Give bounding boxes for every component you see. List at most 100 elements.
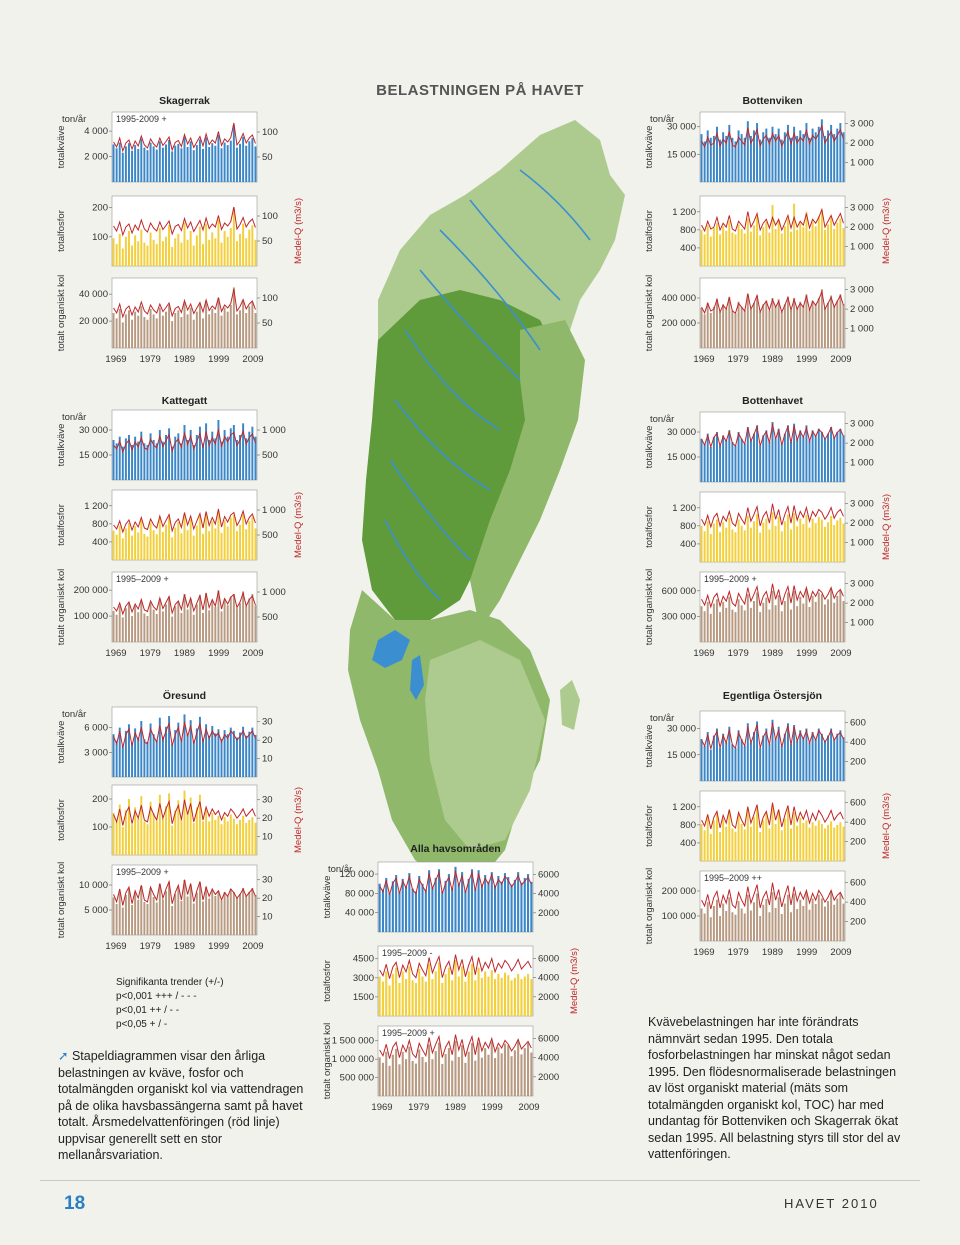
- bar: [121, 152, 124, 182]
- bar: [235, 824, 238, 855]
- bar: [165, 236, 167, 266]
- y-tick-label: 800: [680, 820, 696, 831]
- bar: [180, 317, 183, 348]
- bar: [171, 446, 174, 480]
- bar: [734, 831, 737, 861]
- bar: [112, 734, 115, 777]
- bar: [437, 962, 441, 1016]
- bar: [774, 739, 777, 781]
- bar: [706, 732, 709, 781]
- bar: [192, 903, 195, 935]
- bar: [799, 518, 802, 562]
- bar: [796, 229, 799, 266]
- y-tick-label: 800: [680, 225, 696, 236]
- bar: [205, 137, 208, 182]
- bar: [805, 728, 808, 781]
- x-tick-label: 1969: [693, 648, 714, 659]
- series-totalkväve: 6 000 3 000 30 20 10 totalkväve: [56, 706, 273, 778]
- bar: [202, 739, 204, 777]
- bar: [746, 894, 749, 941]
- bar: [719, 311, 722, 348]
- bar: [232, 425, 235, 480]
- page-number: 18: [64, 1193, 86, 1214]
- bar: [749, 309, 752, 348]
- bar: [827, 433, 830, 482]
- bar: [441, 1063, 444, 1096]
- bar: [180, 148, 183, 182]
- bar: [205, 887, 208, 935]
- bar: [411, 980, 414, 1016]
- bar: [513, 1050, 516, 1096]
- y-tick-label: 400: [680, 539, 696, 550]
- bar: [771, 126, 774, 182]
- bar: [424, 1062, 427, 1096]
- bar: [817, 126, 820, 182]
- bar: [780, 830, 783, 861]
- bar: [254, 895, 257, 935]
- bar: [124, 528, 127, 560]
- bar: [186, 239, 189, 266]
- bar: [198, 226, 201, 267]
- bar: [783, 226, 786, 266]
- bar: [737, 599, 740, 642]
- bar: [836, 824, 839, 861]
- bar: [842, 435, 845, 482]
- trend-legend-line-3: p<0,05 + / -: [116, 1019, 168, 1030]
- x-tick-label: 2009: [830, 354, 851, 365]
- bar: [140, 796, 143, 855]
- bar: [208, 821, 211, 855]
- x-tick-label: 1999: [208, 354, 229, 365]
- bar: [137, 148, 140, 182]
- series-axis-label: totalt organiskt kol: [644, 569, 655, 646]
- flow-tick-label: 1 000: [850, 458, 874, 469]
- bar: [192, 445, 195, 480]
- flow-axis-label: Medel-Q (m3/s): [881, 198, 892, 264]
- caption-left-text: Stapeldiagrammen visar den årliga belast…: [58, 1049, 304, 1162]
- flow-tick-label: 2 000: [850, 438, 874, 449]
- bar: [731, 609, 734, 642]
- bar: [793, 203, 796, 266]
- bar: [146, 616, 149, 642]
- bar: [137, 315, 140, 348]
- bar: [378, 883, 381, 932]
- bar: [235, 147, 238, 182]
- bar: [195, 235, 198, 267]
- flow-tick-label: 100: [262, 293, 278, 304]
- bar: [753, 433, 755, 482]
- bar: [731, 310, 734, 348]
- bar: [195, 604, 198, 642]
- bar: [786, 894, 789, 941]
- bar: [137, 441, 140, 480]
- bar: [756, 123, 759, 182]
- bar: [391, 974, 394, 1016]
- bar: [223, 599, 226, 642]
- bar: [461, 1045, 464, 1096]
- y-tick-label: 200 000: [662, 886, 696, 897]
- flow-tick-label: 3 000: [850, 419, 874, 430]
- bar: [146, 150, 149, 182]
- flow-line: [113, 122, 256, 153]
- flow-tick-label: 2000: [538, 992, 559, 1003]
- bar: [743, 310, 746, 348]
- flow-tick-label: 2 000: [850, 518, 874, 529]
- bar: [497, 876, 500, 932]
- bar: [239, 820, 242, 855]
- bar: [527, 1042, 530, 1096]
- bar: [817, 428, 820, 482]
- bar: [814, 601, 817, 642]
- bar: [161, 147, 164, 182]
- bar: [719, 832, 722, 861]
- bar: [768, 529, 771, 562]
- y-tick-label: 100 000: [74, 611, 108, 622]
- bar: [205, 423, 208, 480]
- y-tick-label: 120 000: [340, 869, 374, 880]
- bar: [434, 971, 437, 1016]
- bar: [121, 322, 124, 348]
- bar: [143, 443, 146, 480]
- bar: [783, 903, 786, 941]
- bar: [712, 603, 715, 642]
- bar: [424, 889, 427, 932]
- bar: [434, 1051, 437, 1096]
- bar: [756, 807, 759, 861]
- bar: [174, 527, 177, 560]
